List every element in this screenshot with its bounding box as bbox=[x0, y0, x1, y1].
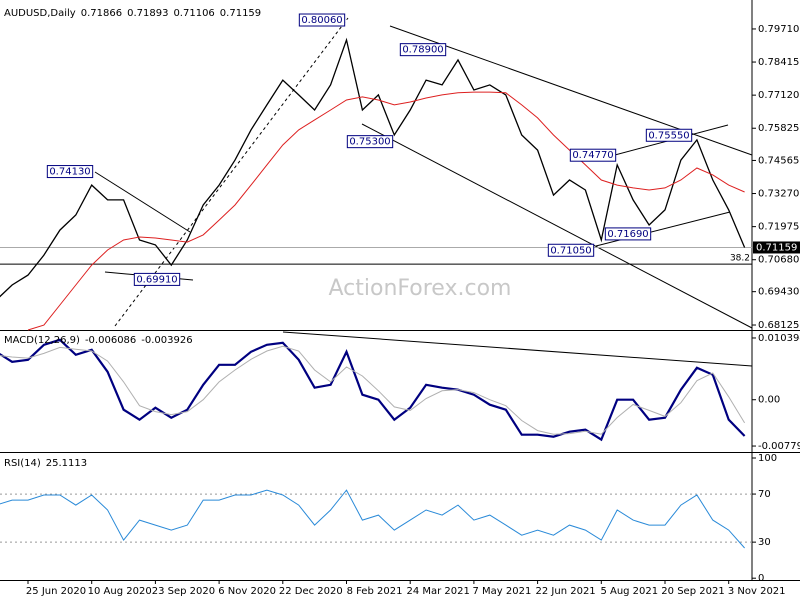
trendline bbox=[282, 331, 753, 367]
x-tick-label: 10 Aug 2020 bbox=[88, 586, 152, 597]
trendline bbox=[94, 171, 191, 233]
header-value: 0.71866 bbox=[81, 8, 122, 19]
panel-header: RSI(14) 25.1113 bbox=[4, 458, 87, 469]
trendline bbox=[114, 17, 349, 327]
annotation-label: 0.75300 bbox=[349, 137, 390, 148]
y-tick-label: -0.007797 bbox=[758, 441, 800, 452]
x-tick-label: 8 Feb 2021 bbox=[347, 586, 403, 597]
annotation-label: 0.80060 bbox=[301, 15, 342, 26]
watermark: ActionForex.com bbox=[329, 276, 512, 301]
last-price-box bbox=[753, 241, 800, 254]
header-value: 0.71159 bbox=[220, 8, 261, 19]
y-tick-label: 0 bbox=[758, 573, 764, 584]
y-tick-label: 0.00 bbox=[758, 395, 780, 406]
y-tick-label: 0.74565 bbox=[758, 155, 799, 166]
annotation-box bbox=[399, 43, 447, 57]
series-line bbox=[0, 338, 746, 442]
panel: 0.010394 0.00 -0.007797 MACD(12,26,9) -0.006… bbox=[0, 333, 800, 452]
series-line bbox=[27, 91, 745, 331]
annotation-box bbox=[569, 148, 617, 162]
annotation-label: 0.71690 bbox=[607, 229, 648, 240]
x-tick-label: 22 Jun 2021 bbox=[536, 586, 596, 597]
trendline bbox=[595, 124, 729, 161]
x-tick-label: 24 Mar 2021 bbox=[406, 586, 469, 597]
panel-header: AUDUSD,Daily 0.71866 0.71893 0.71106 0.71159 bbox=[4, 8, 261, 19]
series-line bbox=[0, 489, 745, 549]
annotation-box bbox=[298, 13, 346, 27]
y-tick-label: 0.77120 bbox=[758, 90, 799, 101]
y-tick-label: 100 bbox=[758, 453, 777, 464]
y-tick-label: 0.73270 bbox=[758, 189, 799, 200]
annotation-box bbox=[547, 243, 595, 257]
y-tick-label: 0.70680 bbox=[758, 255, 799, 266]
annotation-box bbox=[133, 272, 181, 286]
channel-line bbox=[361, 123, 753, 329]
y-tick-label: 0.68125 bbox=[758, 320, 799, 331]
annotation-label: 0.71050 bbox=[550, 245, 591, 256]
header-value: -0.006086 bbox=[85, 335, 136, 346]
annotation-label: 0.78900 bbox=[402, 45, 443, 56]
x-tick-label: 5 Aug 2021 bbox=[600, 586, 658, 597]
y-tick-label: 0.75825 bbox=[758, 123, 799, 134]
annotation-label: 0.74130 bbox=[49, 167, 90, 178]
annotation-label: 0.69910 bbox=[136, 274, 177, 285]
header-value: 0.71106 bbox=[173, 8, 214, 19]
frame bbox=[0, 0, 800, 581]
y-tick-label: 0.010394 bbox=[758, 333, 800, 344]
panel-header: MACD(12,26,9) -0.006086 -0.003926 bbox=[4, 335, 193, 346]
y-tick-label: 0.71975 bbox=[758, 222, 799, 233]
x-tick-label: 22 Dec 2020 bbox=[279, 586, 343, 597]
last-price-label: 0.71159 bbox=[756, 242, 797, 253]
header-value: 0.71893 bbox=[127, 8, 168, 19]
x-tick-label: 25 Jun 2020 bbox=[26, 586, 86, 597]
x-tick-label: 20 Sep 2021 bbox=[661, 586, 724, 597]
annotation-box bbox=[346, 135, 394, 149]
annotation-label: 0.75550 bbox=[648, 130, 689, 141]
series-line bbox=[0, 37, 746, 298]
annotation-box bbox=[604, 227, 652, 241]
annotation-box bbox=[645, 128, 693, 142]
x-tick-label: 3 Nov 2021 bbox=[728, 586, 786, 597]
panel-title: RSI(14) bbox=[4, 458, 41, 469]
y-tick-label: 0.78415 bbox=[758, 57, 799, 68]
header-value: -0.003926 bbox=[141, 335, 192, 346]
panel: 0.79710 0.78415 0.77120 0.75825 0.74565 0.732… bbox=[0, 8, 800, 331]
y-tick-label: 0.69430 bbox=[758, 287, 799, 298]
y-tick-label: 0.79710 bbox=[758, 24, 799, 35]
x-tick-label: 6 Nov 2020 bbox=[218, 586, 276, 597]
panel-title: MACD(12,26,9) bbox=[4, 335, 80, 346]
header-value: 25.1113 bbox=[46, 458, 87, 469]
y-tick-label: 30 bbox=[758, 537, 771, 548]
annotation-box bbox=[46, 165, 94, 179]
x-tick-label: 23 Sep 2020 bbox=[152, 586, 215, 597]
panel: 100 70 30 0 RSI(14) 25.1113 25 Jun 2020 10 Aug … bbox=[0, 453, 786, 597]
panel-title: AUDUSD,Daily bbox=[4, 8, 76, 19]
series-line bbox=[0, 345, 746, 435]
fib-label: 38.2 bbox=[730, 254, 750, 264]
y-tick-label: 70 bbox=[758, 489, 771, 500]
x-tick-label: 7 May 2021 bbox=[472, 586, 531, 597]
annotation-label: 0.74770 bbox=[572, 150, 613, 161]
